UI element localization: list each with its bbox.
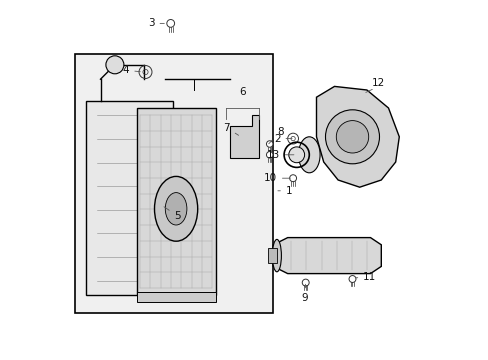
Circle shape — [288, 147, 304, 163]
Text: 8: 8 — [268, 127, 283, 144]
Text: 5: 5 — [163, 207, 181, 221]
Polygon shape — [86, 101, 172, 295]
Circle shape — [348, 275, 355, 283]
Text: 12: 12 — [371, 78, 385, 88]
Text: 3: 3 — [147, 18, 164, 28]
Ellipse shape — [165, 193, 186, 225]
Text: 4: 4 — [122, 65, 140, 75]
Polygon shape — [230, 115, 258, 158]
Bar — [136, 108, 215, 295]
Bar — [75, 54, 273, 313]
Text: 6: 6 — [239, 87, 245, 97]
Bar — [267, 248, 276, 263]
Ellipse shape — [272, 239, 281, 272]
Text: 7: 7 — [223, 123, 238, 135]
Text: 2: 2 — [273, 134, 291, 144]
Circle shape — [266, 152, 272, 158]
Text: 11: 11 — [355, 272, 376, 282]
Circle shape — [302, 279, 308, 286]
Ellipse shape — [154, 176, 197, 241]
Circle shape — [325, 110, 379, 164]
Text: 9: 9 — [301, 284, 307, 303]
Ellipse shape — [298, 137, 320, 173]
Text: 13: 13 — [266, 150, 293, 160]
Polygon shape — [273, 238, 381, 274]
Circle shape — [336, 121, 368, 153]
Text: 10: 10 — [263, 173, 290, 183]
Circle shape — [266, 141, 272, 147]
Polygon shape — [316, 86, 399, 187]
Text: 1: 1 — [277, 186, 292, 196]
Circle shape — [166, 19, 174, 27]
Circle shape — [106, 56, 123, 74]
Polygon shape — [136, 292, 215, 302]
Circle shape — [289, 175, 296, 182]
